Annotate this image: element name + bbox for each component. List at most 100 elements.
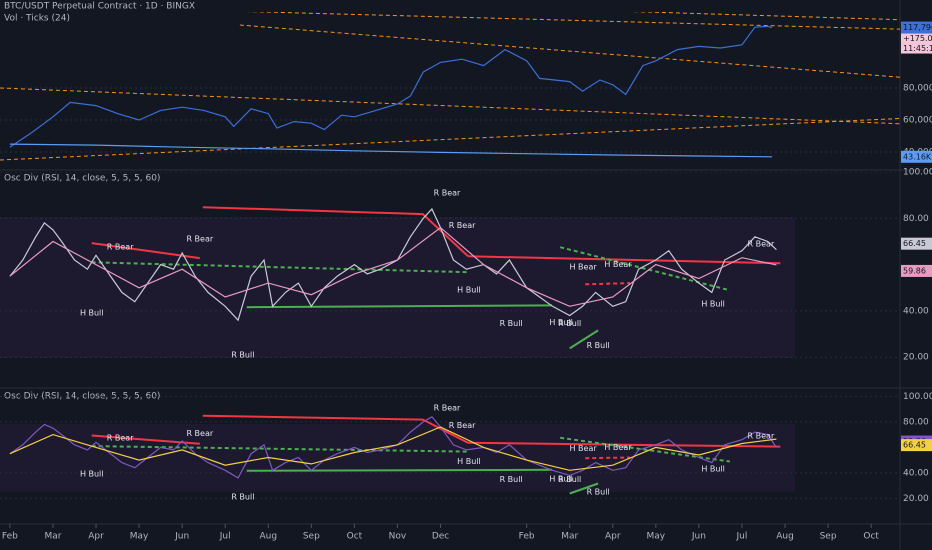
x-tick-label: Aug <box>776 532 794 542</box>
line <box>569 482 599 495</box>
y-tick-label: 20.00 <box>903 494 929 504</box>
y-tick-label: 100.00 <box>903 168 932 178</box>
annotation: R Bear <box>748 431 775 440</box>
y-tick-label: 80.00 <box>903 214 929 224</box>
x-tick-label: Sep <box>820 532 837 542</box>
rsi-band <box>0 217 795 358</box>
x-tick-label: Jul <box>736 532 748 542</box>
value-tag-label: 66.45 <box>903 239 926 248</box>
y-tick-label: 60,000.0 <box>903 116 932 126</box>
line <box>91 242 200 260</box>
annotation: H Bull <box>457 457 481 466</box>
series-line <box>9 426 777 471</box>
annotation: R Bear <box>449 421 476 430</box>
tag-line: +175.07% <box>903 34 932 43</box>
line <box>585 456 631 460</box>
x-tick-label: Jun <box>174 532 189 542</box>
line <box>246 304 553 309</box>
x-tick-label: Dec <box>432 532 449 542</box>
annotation: R Bear <box>107 243 134 252</box>
annotation: H Bear <box>604 443 632 452</box>
x-tick-label: Mar <box>561 532 578 542</box>
x-tick-label: Aug <box>259 532 277 542</box>
line <box>239 24 900 78</box>
pane-title: Osc Div (RSI, 14, close, 5, 5, 5, 60) <box>4 392 160 402</box>
annotation: R Bear <box>449 221 476 230</box>
x-tick-label: Mar <box>44 532 61 542</box>
x-tick-label: Apr <box>88 532 104 542</box>
annotation: H Bull <box>80 309 104 318</box>
value-tag-label: 59.86 <box>903 266 926 275</box>
line <box>202 414 469 444</box>
annotation: H Bear <box>604 260 632 269</box>
annotation: R Bear <box>107 433 134 442</box>
line <box>202 206 469 258</box>
pane-title: Osc Div (RSI, 14, close, 5, 5, 5, 60) <box>4 174 160 184</box>
annotation: H Bull <box>549 475 573 484</box>
x-tick-label: Feb <box>2 532 18 542</box>
line <box>91 434 200 445</box>
annotation: R Bear <box>434 403 461 412</box>
x-tick-label: Oct <box>863 532 879 542</box>
annotation: R Bull <box>500 475 523 484</box>
annotation: R Bull <box>231 493 254 502</box>
x-tick-label: May <box>647 532 666 542</box>
x-tick-label: Jul <box>219 532 231 542</box>
value-tag <box>901 237 932 250</box>
line <box>0 117 900 161</box>
x-tick-label: Sep <box>303 532 320 542</box>
annotation: R Bear <box>186 429 213 438</box>
series-line <box>9 143 773 158</box>
y-tick-label: 80,000.0 <box>903 84 932 94</box>
line <box>585 282 631 286</box>
annotation: H Bear <box>569 444 597 453</box>
x-tick-label: May <box>130 532 149 542</box>
line <box>630 12 900 21</box>
annotation: R Bull <box>231 350 254 359</box>
value-tag <box>901 150 932 163</box>
series-line <box>9 25 773 148</box>
line <box>468 255 781 265</box>
annotation: R Bull <box>558 475 581 484</box>
tag-box <box>901 43 932 54</box>
annotation: R Bear <box>186 235 213 244</box>
y-tick-label: 80.00 <box>903 417 929 427</box>
line <box>559 246 731 292</box>
annotation: R Bear <box>748 239 775 248</box>
line <box>245 12 900 30</box>
value-tag-label: 117,796.0 <box>903 23 932 32</box>
value-tag-label: 66.45 <box>903 441 926 450</box>
annotation: H Bull <box>701 299 725 308</box>
x-tick-label: Apr <box>605 532 621 542</box>
annotation: R Bull <box>587 487 610 496</box>
line <box>560 436 731 463</box>
series-line <box>9 226 777 307</box>
pane: R Bear R Bear R Bear R Bear H Bear H Bear R Be… <box>0 172 900 359</box>
line <box>0 87 900 125</box>
annotation: H Bull <box>457 286 481 295</box>
x-tick-label: Jun <box>691 532 706 542</box>
value-tag <box>901 21 932 34</box>
series-line <box>9 207 777 322</box>
annotation: H Bull <box>549 318 573 327</box>
pane <box>0 12 900 161</box>
line <box>569 329 599 350</box>
annotation: R Bull <box>587 341 610 350</box>
chart-title: BTC/USDT Perpetual Contract · 1D · BINGX <box>4 2 195 12</box>
line <box>468 441 781 448</box>
annotation: H Bear <box>569 262 597 271</box>
value-tag <box>901 264 932 277</box>
annotation: H Bull <box>701 465 725 474</box>
y-tick-label: 100.00 <box>903 392 932 402</box>
x-tick-label: Oct <box>347 532 363 542</box>
annotation: R Bull <box>500 319 523 328</box>
tag-line: 11:45:17 <box>903 44 932 53</box>
y-tick-label: 40.00 <box>903 306 929 316</box>
line <box>246 468 553 472</box>
tag-box <box>901 33 932 44</box>
value-tag-label: 43.16K <box>903 152 932 161</box>
x-tick-label: Feb <box>519 532 535 542</box>
chart-subtitle: Vol · Ticks (24) <box>4 14 70 24</box>
